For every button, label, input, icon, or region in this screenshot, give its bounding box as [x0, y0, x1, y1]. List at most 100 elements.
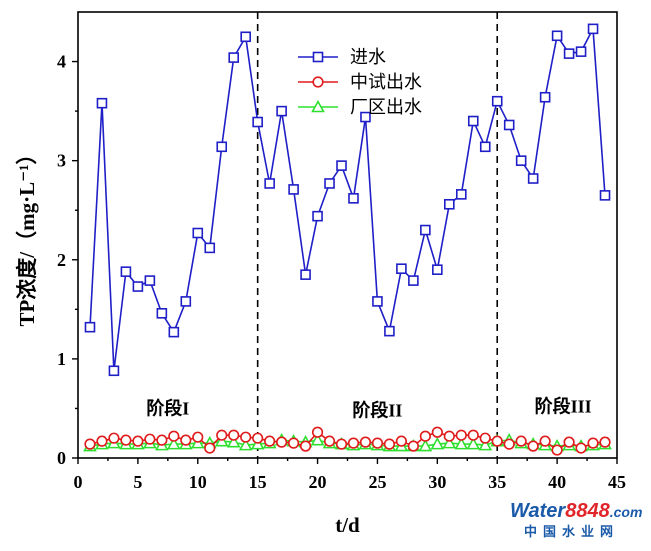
data-point	[371, 437, 384, 449]
data-point	[491, 95, 503, 107]
series-circle	[84, 426, 611, 456]
data-point	[430, 436, 445, 450]
data-point	[575, 442, 587, 454]
data-point	[144, 433, 156, 445]
data-point	[311, 426, 324, 438]
data-point	[455, 429, 467, 441]
y-tick-label: 3	[57, 151, 66, 171]
phase-dividers	[256, 12, 499, 458]
phase-labels: 阶段I 阶段II 阶段III	[146, 395, 591, 420]
data-point	[479, 141, 491, 153]
data-point	[323, 435, 336, 447]
data-point	[551, 444, 563, 456]
data-point	[491, 435, 503, 447]
data-point	[563, 436, 575, 448]
data-point	[599, 436, 611, 448]
data-point	[347, 437, 360, 449]
x-axis-title: t/d	[335, 513, 360, 537]
data-point	[299, 440, 312, 452]
data-point	[515, 155, 527, 166]
data-point	[587, 23, 599, 35]
data-point	[587, 437, 599, 449]
x-tick-label: 45	[608, 472, 626, 492]
y-tick-label: 4	[57, 52, 66, 72]
data-point	[479, 432, 491, 444]
data-point	[395, 435, 408, 447]
data-point	[228, 52, 240, 63]
data-point	[300, 269, 311, 280]
data-point	[455, 189, 467, 200]
legend-marker	[312, 76, 324, 88]
data-point	[144, 275, 156, 286]
phase-label: 阶段I	[146, 397, 189, 418]
data-point	[527, 173, 539, 184]
data-point	[310, 432, 325, 446]
phase-label: 阶段II	[352, 399, 402, 420]
data-point	[467, 115, 479, 127]
data-point	[252, 116, 263, 128]
data-point	[431, 426, 443, 438]
y-axis-title: TP浓度/（mg·L⁻¹）	[15, 143, 39, 326]
y-tick-label: 2	[57, 250, 66, 270]
data-point	[264, 178, 275, 189]
legend-marker	[312, 51, 324, 63]
data-point	[204, 242, 216, 254]
data-point	[419, 430, 431, 442]
watermark-water: Water	[510, 500, 566, 522]
data-point	[418, 438, 433, 452]
data-point	[276, 105, 287, 117]
data-point	[108, 432, 120, 444]
data-point	[539, 91, 551, 103]
data-point	[132, 435, 144, 447]
data-point	[264, 435, 276, 447]
data-point	[288, 437, 300, 449]
y-tick-label: 1	[57, 349, 66, 369]
x-tick-label: 15	[249, 472, 267, 492]
data-point	[442, 435, 457, 449]
data-point	[478, 437, 493, 451]
data-point	[156, 434, 168, 446]
data-point	[383, 438, 396, 450]
data-point	[527, 440, 539, 452]
data-point	[192, 227, 204, 239]
data-point	[84, 438, 96, 450]
data-point	[384, 325, 395, 337]
data-point	[96, 435, 108, 447]
data-point	[108, 365, 120, 377]
data-point	[407, 440, 419, 452]
chart-axes: 0 5 10 15 20 25 30 35 40 45 0 1 2 3 4	[57, 11, 626, 492]
data-point	[166, 436, 181, 450]
data-point	[180, 434, 192, 446]
phase-label: 阶段III	[535, 395, 592, 416]
data-point	[132, 281, 144, 292]
data-point	[120, 434, 132, 446]
watermark-subtitle: 中国水业网	[524, 525, 620, 540]
data-point	[335, 438, 348, 450]
data-point	[216, 429, 228, 441]
data-point	[372, 296, 383, 307]
data-point	[168, 326, 180, 338]
data-point	[443, 430, 455, 442]
data-point	[396, 263, 407, 274]
data-point	[216, 141, 228, 153]
data-point	[551, 30, 563, 42]
data-point	[575, 46, 587, 57]
data-point	[204, 442, 216, 454]
plot-frame	[77, 11, 618, 459]
data-point	[192, 431, 204, 443]
data-point	[420, 224, 431, 236]
legend-label: 厂区出水	[350, 97, 422, 117]
data-point	[467, 429, 479, 441]
watermark-domain: .com	[609, 504, 643, 520]
data-point	[359, 436, 372, 448]
watermark-number: 8848	[565, 500, 610, 522]
series-square	[84, 23, 611, 377]
data-point	[168, 430, 180, 442]
data-point	[599, 190, 611, 201]
x-tick-label: 10	[189, 472, 207, 492]
data-point	[120, 266, 132, 277]
data-point	[276, 436, 288, 448]
data-point	[238, 437, 253, 451]
data-point	[515, 435, 527, 447]
x-tick-label: 25	[368, 472, 386, 492]
